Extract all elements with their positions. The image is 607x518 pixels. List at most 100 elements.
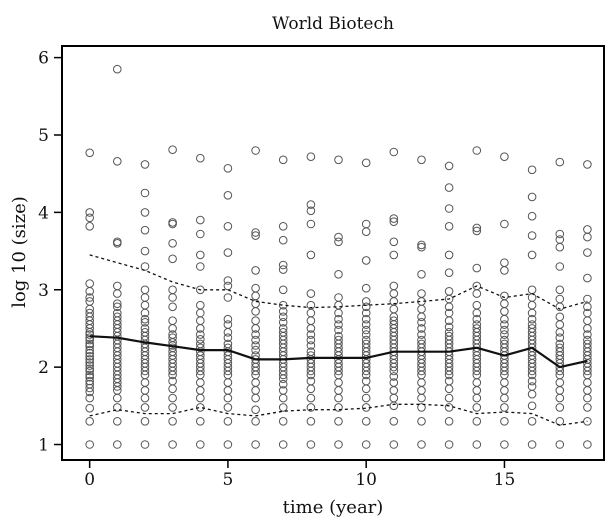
data-point-7-2 (278, 235, 288, 245)
data-point-9-3 (334, 270, 343, 279)
data-point-9-24 (334, 403, 343, 412)
data-point-16-28 (527, 417, 537, 426)
data-point-5-20 (223, 378, 233, 387)
data-point-4-9 (196, 324, 205, 333)
data-point-8-5 (306, 289, 316, 298)
data-point-1-31 (113, 417, 122, 426)
data-point-13-23 (444, 370, 454, 380)
data-point-2-0 (140, 160, 150, 169)
data-point-0-27 (85, 366, 94, 376)
data-point-11-24 (389, 372, 399, 381)
data-point-5-9 (223, 328, 233, 337)
data-point-2-28 (140, 403, 150, 412)
data-point-15-8 (500, 320, 509, 329)
data-point-2-30 (140, 440, 150, 449)
data-point-2-7 (140, 293, 150, 302)
data-point-6-25 (251, 440, 260, 449)
data-point-1-7 (113, 302, 122, 312)
data-point-8-23 (306, 403, 316, 412)
data-point-14-26 (472, 403, 482, 412)
data-point-9-21 (334, 378, 343, 387)
data-point-15-7 (500, 314, 509, 324)
data-point-9-1 (334, 232, 343, 242)
data-point-5-23 (223, 403, 233, 412)
data-point-15-25 (500, 417, 509, 426)
data-point-3-8 (168, 316, 177, 326)
chart-title: World Biotech (272, 14, 394, 34)
data-point-4-23 (196, 393, 205, 403)
data-point-13-0 (444, 161, 454, 171)
data-point-15-9 (500, 325, 509, 335)
x-tick-label-10: 10 (355, 470, 377, 490)
data-point-7-1 (278, 222, 288, 231)
data-point-18-26 (583, 440, 592, 449)
data-point-0-1 (85, 208, 94, 217)
data-point-6-23 (251, 405, 260, 415)
data-point-2-1 (140, 188, 150, 198)
data-point-15-6 (500, 307, 509, 316)
data-point-3-21 (168, 370, 177, 380)
data-point-16-9 (527, 314, 537, 324)
data-point-12-10 (417, 330, 426, 339)
data-point-7-23 (278, 374, 288, 384)
data-point-2-29 (140, 417, 150, 426)
data-point-11-0 (389, 147, 399, 157)
data-point-0-4 (85, 279, 94, 288)
data-point-8-18 (306, 366, 316, 376)
data-point-0-30 (85, 376, 94, 386)
data-point-6-11 (251, 335, 260, 345)
data-point-16-26 (527, 389, 537, 399)
axes: 0 5 10 15 1 2 3 4 5 6 (38, 49, 515, 490)
data-point-0-26 (85, 364, 94, 374)
data-point-0-22 (85, 352, 94, 361)
data-point-4-5 (196, 285, 205, 295)
data-point-0-18 (85, 339, 94, 349)
data-point-16-6 (527, 293, 537, 302)
data-point-18-4 (583, 273, 592, 283)
data-point-11-29 (389, 417, 399, 426)
data-point-14-1 (472, 223, 482, 233)
data-point-4-2 (196, 229, 205, 239)
data-point-7-4 (278, 265, 288, 274)
data-point-15-19 (500, 366, 509, 376)
data-point-12-22 (417, 386, 426, 395)
x-tick-label-0: 0 (84, 470, 95, 490)
data-point-16-24 (527, 376, 537, 386)
data-point-12-24 (417, 403, 426, 412)
data-point-11-6 (389, 289, 399, 298)
data-point-8-3 (306, 219, 316, 229)
data-point-17-2 (555, 235, 565, 244)
data-point-5-24 (223, 417, 233, 426)
data-point-18-24 (583, 403, 592, 412)
data-point-2-27 (140, 393, 150, 403)
data-point-0-25 (85, 361, 94, 370)
data-point-13-26 (444, 393, 454, 403)
data-point-3-9 (168, 324, 177, 333)
data-point-4-22 (196, 386, 205, 395)
data-point-8-1 (306, 200, 316, 209)
data-point-10-6 (361, 302, 371, 312)
data-point-0-6 (85, 293, 94, 302)
data-point-0-0 (85, 148, 94, 158)
data-point-14-25 (472, 393, 482, 403)
data-point-13-2 (444, 204, 454, 213)
data-point-9-25 (334, 417, 343, 426)
data-point-10-4 (361, 283, 371, 293)
data-point-12-4 (417, 289, 426, 298)
data-point-17-8 (555, 312, 565, 322)
data-point-15-1 (500, 219, 509, 229)
data-point-7-29 (278, 440, 288, 449)
data-point-8-4 (306, 250, 316, 260)
data-point-12-2 (417, 242, 426, 252)
data-point-7-22 (278, 370, 288, 380)
data-point-0-34 (85, 393, 94, 403)
data-point-0-19 (85, 341, 94, 351)
data-point-10-8 (361, 314, 371, 324)
data-point-10-9 (361, 320, 371, 329)
data-point-7-24 (278, 379, 288, 389)
data-point-14-23 (472, 378, 482, 387)
data-point-9-5 (334, 300, 343, 310)
data-point-6-21 (251, 386, 260, 395)
data-point-18-3 (583, 248, 592, 257)
